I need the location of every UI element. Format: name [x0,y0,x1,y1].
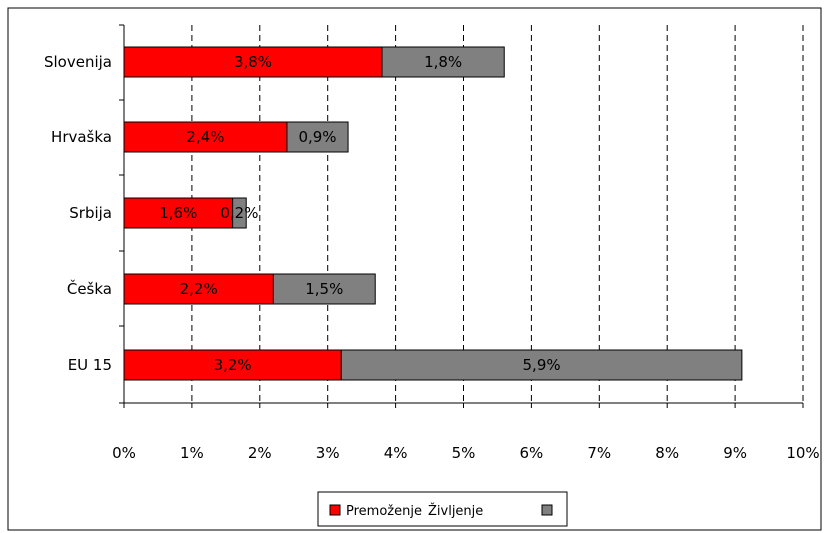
bar-1-3 [272,273,376,305]
label-layer: 3,8% 1,8% 2,4% 0,9% 1,6% 0,2% 2,2% 1,5% 3,2% 5,9% [159,53,560,374]
bar-layer [123,46,743,381]
category-label-0: Slovenija [44,53,112,71]
x-tick-label-0: 0% [112,444,136,462]
data-label-1-3: 1,5% [305,280,343,298]
x-tick-label-8: 8% [655,444,679,462]
bar-1-4 [340,349,743,381]
category-label-2: Srbija [69,204,112,222]
data-label-0-4: 3,2% [214,356,252,374]
axis-layer: 0% 1% 2% 3% 4% 5% 6% 7% 8% 9% 10% Slovenija Hrvaška S… [44,24,820,462]
data-label-1-2: 0,2% [220,204,258,222]
x-tick-label-4: 4% [384,444,408,462]
x-tick-label-2: 2% [248,444,272,462]
legend-swatch-zivljenje [541,504,553,516]
legend-box [317,491,568,527]
data-label-0-3: 2,2% [180,280,218,298]
data-label-0-2: 1,6% [159,204,197,222]
chart-frame [7,7,822,531]
bar-1-0 [381,46,505,78]
bar-1-2 [232,197,247,229]
grid-layer [191,25,804,403]
x-tick-label-1: 1% [180,444,204,462]
x-tick-label-10: 10% [786,444,819,462]
data-label-0-1: 2,4% [186,128,224,146]
legend-label-premozenje: Premoženje [346,504,422,519]
x-tick-label-7: 7% [587,444,611,462]
bar-0-2 [123,197,234,229]
data-label-0-0: 3,8% [234,53,272,71]
category-label-4: EU 15 [68,356,112,374]
bar-0-3 [123,273,274,305]
data-label-1-1: 0,9% [298,128,336,146]
bar-1-1 [286,121,349,153]
category-label-3: Češka [67,279,112,298]
bar-0-1 [123,121,288,153]
x-tick-label-9: 9% [723,444,747,462]
bar-0-4 [123,349,342,381]
legend-swatch-premozenje [329,504,341,516]
x-tick-label-5: 5% [452,444,476,462]
data-label-1-0: 1,8% [424,53,462,71]
category-label-1: Hrvaška [51,128,112,146]
legend: Premoženje Življenje [317,491,568,527]
x-tick-label-3: 3% [316,444,340,462]
x-tick-label-6: 6% [520,444,544,462]
legend-label-zivljenje: Življenje [428,503,483,519]
data-label-1-4: 5,9% [523,356,561,374]
